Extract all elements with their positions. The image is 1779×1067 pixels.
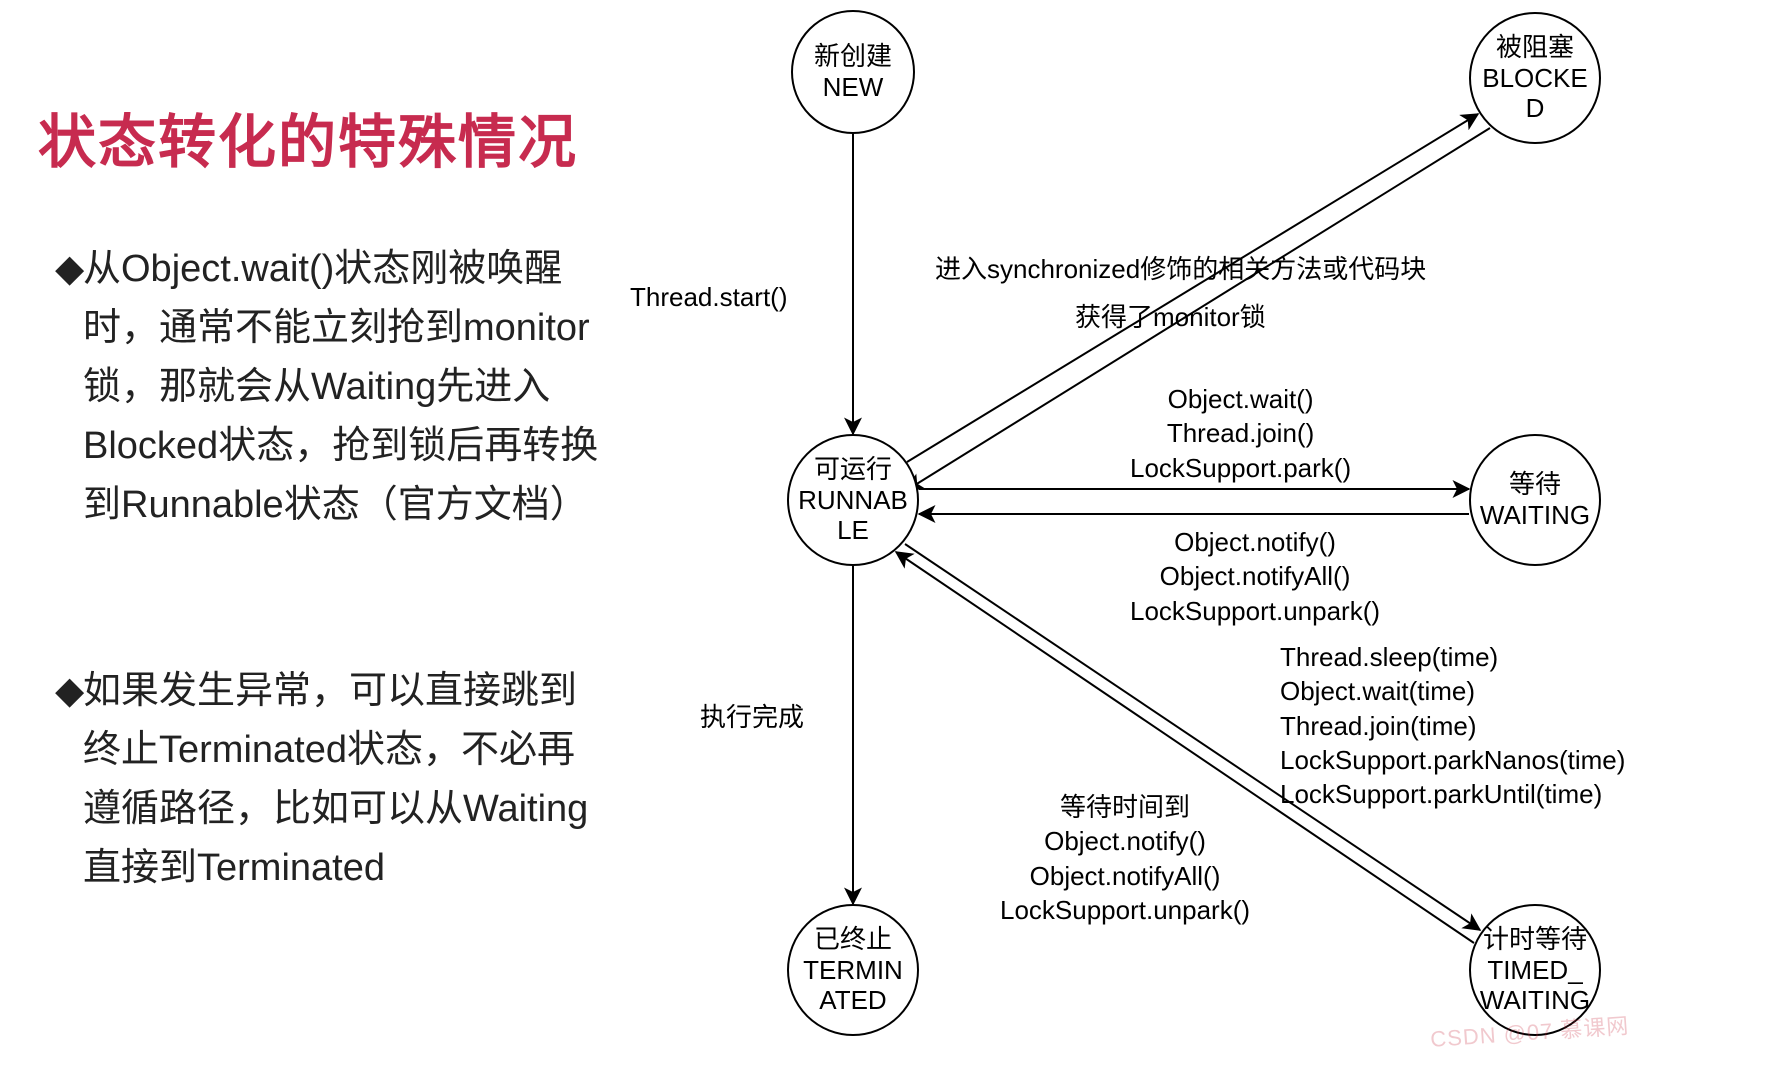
state-node-label: ATED: [819, 985, 886, 1016]
edge-label-line: Object.notifyAll(): [1000, 859, 1250, 893]
edge-label-line: Thread.start(): [630, 280, 788, 314]
bullet-text: 如果发生异常，可以直接跳到终止Terminated状态，不必再遵循路径，比如可以…: [83, 662, 603, 898]
edge-label-line: 执行完成: [700, 700, 804, 734]
bullet-text: 从Object.wait()状态刚被唤醒时，通常不能立刻抢到monitor锁，那…: [83, 240, 603, 534]
edge-label-line: Object.wait(time): [1280, 674, 1625, 708]
state-node-label: 可运行: [814, 454, 892, 485]
state-node-terminated: 已终止TERMINATED: [787, 904, 919, 1036]
edge-label-line: Thread.join(): [1130, 416, 1351, 450]
edge-label-done: 执行完成: [700, 700, 804, 734]
state-node-label: 已终止: [814, 924, 892, 955]
state-node-label: RUNNAB: [798, 485, 908, 516]
watermark: CSDN @07 慕课网: [1429, 1008, 1630, 1054]
edge-label-line: Object.notify(): [1000, 824, 1250, 858]
bullet-marker-icon: ◆: [55, 662, 83, 721]
edge-label-line: LockSupport.parkNanos(time): [1280, 743, 1625, 777]
bullet-item: ◆如果发生异常，可以直接跳到终止Terminated状态，不必再遵循路径，比如可…: [55, 662, 603, 898]
edge-label-to_waiting: Object.wait()Thread.join()LockSupport.pa…: [1130, 382, 1351, 485]
edge-label-to_timed: Thread.sleep(time)Object.wait(time)Threa…: [1280, 640, 1625, 812]
page-title: 状态转化的特殊情况: [38, 95, 578, 179]
edge-label-line: LockSupport.unpark(): [1000, 893, 1250, 927]
state-node-label: BLOCKE: [1482, 63, 1588, 94]
bullet-item: ◆从Object.wait()状态刚被唤醒时，通常不能立刻抢到monitor锁，…: [55, 240, 603, 534]
edge-label-line: Object.notifyAll(): [1130, 559, 1380, 593]
state-node-runnable: 可运行RUNNABLE: [787, 434, 919, 566]
edge-label-line: LockSupport.unpark(): [1130, 594, 1380, 628]
state-node-label: 计时等待: [1483, 924, 1587, 955]
state-node-label: NEW: [823, 72, 884, 103]
state-node-label: WAITING: [1480, 500, 1590, 531]
state-node-waiting: 等待WAITING: [1469, 434, 1601, 566]
edge-label-from_timed: 等待时间到Object.notify()Object.notifyAll()Lo…: [1000, 790, 1250, 927]
edge-label-line: Thread.sleep(time): [1280, 640, 1625, 674]
edge-label-line: LockSupport.park(): [1130, 451, 1351, 485]
state-node-label: LE: [837, 515, 869, 546]
edge-label-line: Object.notify(): [1130, 525, 1380, 559]
edge-label-from_blocked: 获得了monitor锁: [1075, 300, 1266, 334]
bullet-marker-icon: ◆: [55, 240, 83, 299]
edge-label-line: Object.wait(): [1130, 382, 1351, 416]
edge-label-to_blocked: 进入synchronized修饰的相关方法或代码块: [935, 252, 1426, 286]
state-node-label: 等待: [1509, 469, 1561, 500]
edge-label-line: 等待时间到: [1000, 790, 1250, 824]
edge-label-line: 进入synchronized修饰的相关方法或代码块: [935, 252, 1426, 286]
edge-label-line: 获得了monitor锁: [1075, 300, 1266, 334]
state-node-label: TIMED_: [1487, 955, 1582, 986]
state-node-new: 新创建NEW: [791, 10, 915, 134]
edge-label-line: LockSupport.parkUntil(time): [1280, 777, 1625, 811]
edge-label-start: Thread.start(): [630, 280, 788, 314]
state-node-label: D: [1526, 93, 1545, 124]
state-node-label: TERMIN: [803, 955, 903, 986]
state-node-label: 新创建: [814, 41, 892, 72]
state-node-blocked: 被阻塞BLOCKED: [1469, 12, 1601, 144]
edge-label-from_waiting: Object.notify()Object.notifyAll()LockSup…: [1130, 525, 1380, 628]
state-node-label: 被阻塞: [1496, 32, 1574, 63]
edge-label-line: Thread.join(time): [1280, 709, 1625, 743]
